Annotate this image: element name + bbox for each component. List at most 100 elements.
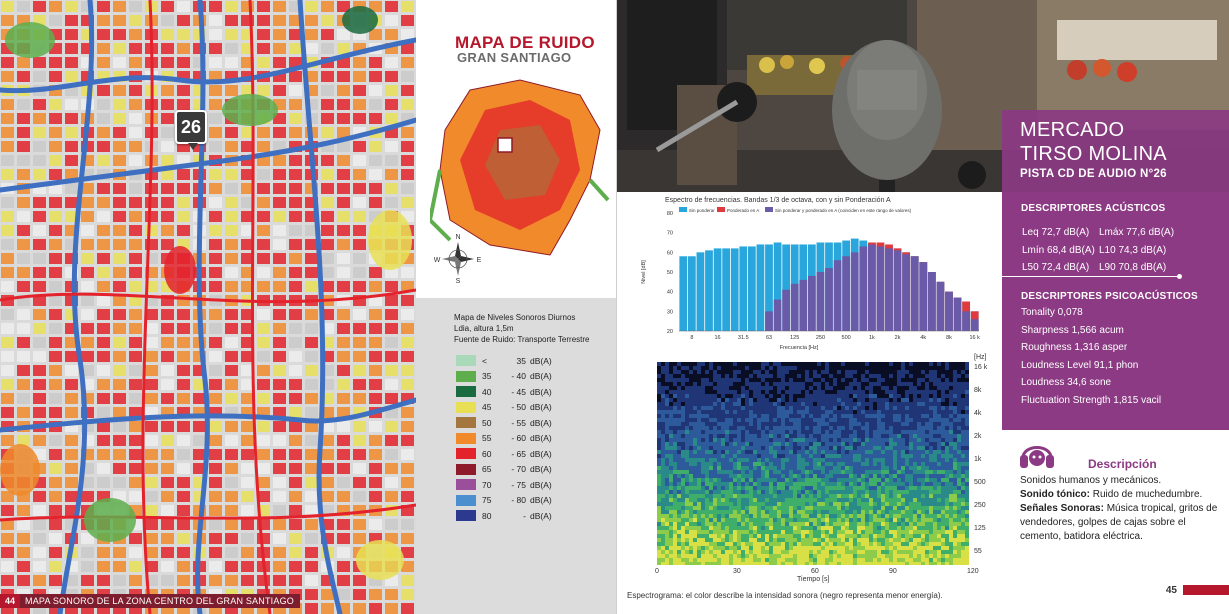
location-title-1: MERCADO: [1020, 119, 1125, 141]
psychoacoustic-descriptors: Tonality 0,078 Sharpness 1,566 acum Roug…: [1021, 304, 1161, 409]
legend-item: 60 - 65 dB(A): [456, 446, 552, 462]
legend-from: 70: [482, 479, 492, 490]
compass-w: W: [434, 257, 441, 264]
legend-unit: dB(A): [530, 402, 552, 413]
legend-swatch: [456, 401, 476, 413]
bar-coinciden: [773, 299, 782, 331]
x-tick-label: 500: [842, 335, 851, 341]
descriptor-value: Loudness Level 91,1 phon: [1021, 359, 1139, 371]
legend-from: 65: [482, 464, 492, 475]
legend-from: 45: [482, 402, 492, 413]
spectrogram-caption: Espectrograma: el color describe la inte…: [627, 591, 943, 600]
legend-unit: dB(A): [530, 479, 552, 490]
legend-swatch: [456, 463, 476, 475]
legend-to: - 40: [511, 371, 526, 382]
spectrogram-y-tick: 1k: [974, 456, 982, 463]
city-overview-map: [430, 79, 610, 256]
legend-swatch: [456, 355, 476, 367]
bar-coinciden: [825, 268, 833, 331]
description-title: Descripción: [1088, 457, 1157, 471]
descriptor-row: L50 72,4 dB(A) L90 70,8 dB(A): [1022, 259, 1174, 277]
legend-desc-line: Mapa de Niveles Sonoros Diurnos: [454, 313, 576, 322]
audio-track-label: PISTA CD DE AUDIO N°26: [1020, 168, 1167, 180]
legend-label: Sin ponderar y ponderado en A (coinciden…: [775, 208, 912, 213]
descriptor-value: Lmín 68,4 dB(A): [1022, 244, 1095, 256]
legend-item: 55 - 60 dB(A): [456, 431, 552, 447]
spectrogram-x-tick: 30: [733, 568, 741, 575]
bar-coinciden: [850, 252, 859, 331]
legend-from: 75: [482, 495, 492, 506]
legend-desc-line: Ldia, altura 1,5m: [454, 324, 514, 333]
descriptor-value: Lmáx 77,6 dB(A): [1099, 227, 1175, 238]
y-tick-label: 70: [667, 231, 673, 237]
spectrogram-y-tick: 55: [974, 548, 982, 555]
bar-sin-ponderar: [773, 242, 782, 331]
bar-coinciden: [885, 248, 893, 331]
legend-to: - 55: [511, 417, 526, 428]
legend-unit: dB(A): [530, 448, 552, 459]
legend-swatch: [456, 448, 476, 460]
bar-coinciden: [893, 250, 902, 331]
legend-label: Sin ponderar: [689, 208, 715, 213]
spectrogram-heatmap: [657, 362, 969, 565]
bar-sin-ponderar: [696, 252, 705, 331]
acoustic-descriptors: Leq 72,7 dB(A) Lmáx 77,6 dB(A) Lmín 68,4 …: [1022, 224, 1174, 277]
description-card: Descripción Sonidos humanos y mecánicos.…: [1002, 430, 1229, 570]
x-tick-label: 250: [816, 335, 825, 341]
bar-sin-ponderar: [713, 248, 722, 331]
signals-text: Música tropical, gritos de vendedores, g…: [1020, 503, 1218, 542]
y-tick-label: 80: [667, 211, 673, 217]
legend-unit: dB(A): [530, 371, 552, 382]
legend-to: - 80: [511, 495, 526, 506]
x-tick-label: 8: [690, 335, 693, 341]
legend-to: - 65: [511, 448, 526, 459]
x-axis-label: Frecuencia [Hz]: [780, 345, 819, 351]
legend-to: - 50: [511, 402, 526, 413]
bar-coinciden: [765, 311, 773, 331]
bar-sin-ponderar: [679, 256, 688, 331]
section-divider: [1002, 274, 1182, 279]
y-tick-label: 20: [667, 329, 673, 335]
legend-swatch: [456, 479, 476, 491]
legend-item: 65 - 70 dB(A): [456, 462, 552, 478]
map-subtitle: GRAN SANTIAGO: [457, 50, 572, 65]
legend-range: 50 - 55: [482, 418, 526, 428]
zone-highlight: [497, 137, 513, 153]
bar-sin-ponderar: [722, 248, 731, 331]
x-tick-label: 16 k: [970, 335, 981, 341]
compass-rose-icon: N S E W: [434, 234, 482, 284]
bar-sin-ponderar: [782, 244, 791, 331]
legend-from: 55: [482, 433, 492, 444]
map-title: MAPA DE RUIDO: [455, 33, 595, 52]
signals-label: Señales Sonoras:: [1020, 503, 1104, 514]
x-tick-label: 1k: [869, 335, 875, 341]
spectrogram-y-tick: 250: [974, 502, 986, 509]
page-number-left: 44: [0, 594, 21, 608]
legend-unit: dB(A): [530, 495, 552, 506]
legend-panel: Mapa de Niveles Sonoros Diurnos Ldia, al…: [416, 298, 616, 614]
legend-swatch: [679, 207, 687, 212]
left-page-footer: 44 MAPA SONORO DE LA ZONA CENTRO DEL GRA…: [0, 594, 300, 608]
legend-range: <35: [482, 356, 526, 366]
legend-item: 40 - 45 dB(A): [456, 384, 552, 400]
spectrogram-x-tick: 0: [655, 568, 659, 575]
psychoacoustic-descriptors-title: DESCRIPTORES PSICOACÚSTICOS: [1021, 291, 1198, 302]
y-axis-label: Nivel [dB]: [641, 260, 647, 284]
bar-coinciden: [936, 281, 945, 331]
description-text: Sonidos humanos y mecánicos. Sonido tóni…: [1020, 474, 1225, 544]
spectrogram-y-tick: 8k: [974, 387, 982, 394]
legend-swatch: [456, 386, 476, 398]
bar-sin-ponderar: [687, 256, 696, 331]
right-page: MERCADO TIRSO MOLINA PISTA CD DE AUDIO N…: [616, 0, 1229, 614]
compass-e: E: [477, 257, 482, 264]
legend-from: 35: [482, 371, 492, 382]
legend-range: 45 - 50: [482, 402, 526, 412]
legend-item: 50 - 55 dB(A): [456, 415, 552, 431]
compass-s: S: [456, 278, 461, 284]
legend-range: 60 - 65: [482, 449, 526, 459]
descriptor-row: Lmín 68,4 dB(A) L10 74,3 dB(A): [1022, 242, 1174, 260]
bar-coinciden: [833, 260, 842, 331]
legend-range: 40 - 45: [482, 387, 526, 397]
location-marker-26[interactable]: 26: [175, 110, 207, 150]
descriptor-value: Loudness 34,6 sone: [1021, 377, 1112, 388]
